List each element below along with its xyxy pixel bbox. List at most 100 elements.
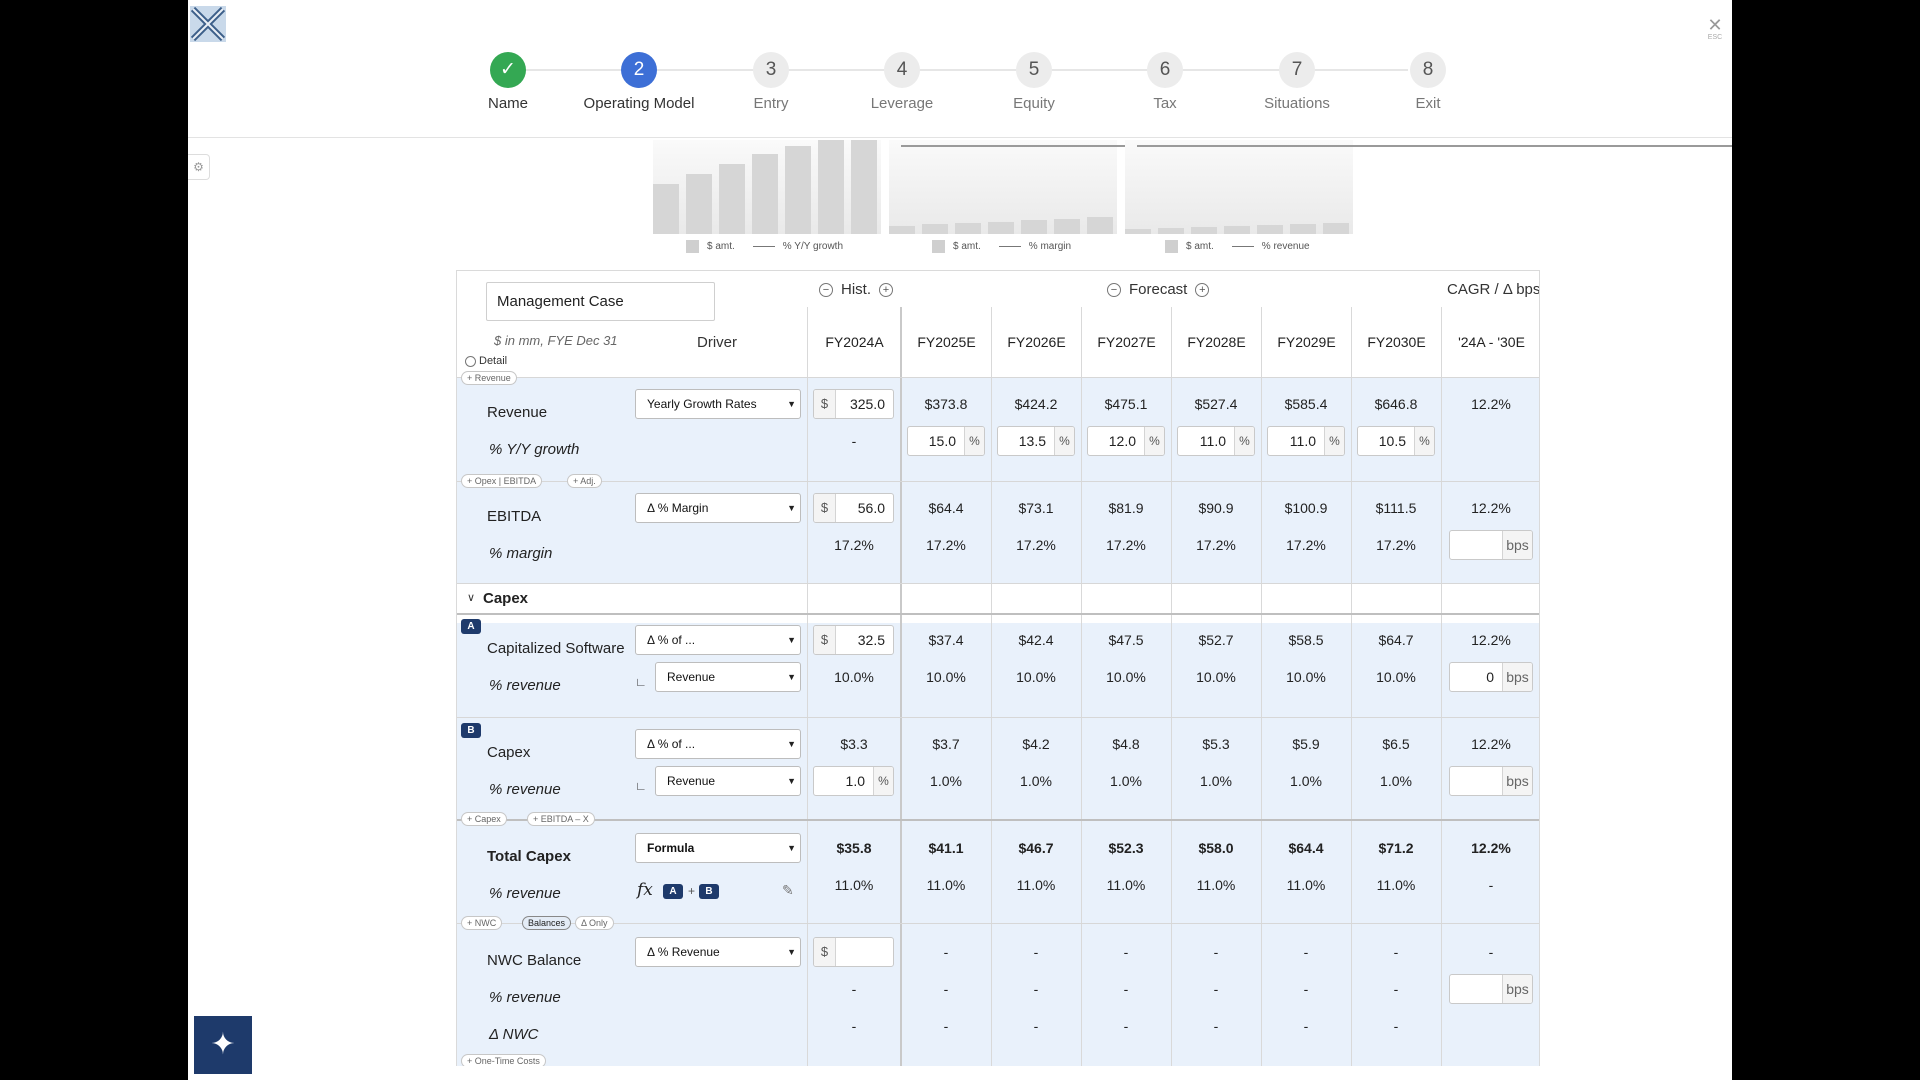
percent-suffix: %: [1144, 427, 1164, 455]
growth-input-fy2028e[interactable]: 11.0%: [1177, 426, 1255, 456]
currency-prefix: $: [814, 494, 836, 522]
step-operating-model[interactable]: 2 Operating Model: [569, 52, 709, 112]
growth-input-fy2029e[interactable]: 11.0%: [1267, 426, 1345, 456]
nwc-bps-input[interactable]: bps: [1449, 974, 1533, 1004]
add-ebitda-x-pill[interactable]: + EBITDA – X: [527, 812, 595, 826]
nwc-fy2025e: -: [943, 944, 949, 960]
total-capex-pct-fy2027e: 11.0%: [1106, 877, 1146, 893]
settings-side-tab[interactable]: ⚙: [188, 154, 210, 180]
badge-b: B: [461, 723, 481, 738]
sub-driver-corner-icon: ∟: [635, 675, 647, 689]
detail-toggle[interactable]: Detail: [465, 355, 507, 367]
legend-line-label: % revenue: [1261, 241, 1310, 253]
capex-driver-select[interactable]: Δ % of ... ▼: [635, 729, 801, 759]
balances-toggle[interactable]: Balances: [522, 916, 572, 930]
cap-software-of-select[interactable]: Revenue ▼: [655, 662, 801, 692]
grid-vline: [1171, 307, 1172, 1066]
step-leverage[interactable]: 4 Leverage: [832, 52, 972, 112]
growth-input-fy2025e[interactable]: 15.0%: [907, 426, 985, 456]
cap-software-pct-fy2027e: 10.0%: [1106, 669, 1146, 685]
cap-software-label: Capitalized Software: [487, 640, 625, 657]
add-capex-pill[interactable]: + Capex: [461, 812, 507, 826]
nwc-driver-select[interactable]: Δ % Revenue ▼: [635, 937, 801, 967]
edit-formula-pencil-icon[interactable]: ✎: [782, 882, 794, 898]
forecast-group-header: − Forecast +: [1099, 281, 1217, 298]
ebitda-hist-input[interactable]: $56.0: [813, 493, 894, 523]
add-revenue-pill[interactable]: + Revenue: [461, 371, 517, 385]
step-exit[interactable]: 8 Exit: [1358, 52, 1498, 112]
step-name[interactable]: ✓ Name: [438, 52, 578, 112]
step-number: 5: [1016, 52, 1052, 88]
nwc-pct-fy2025e: -: [943, 981, 949, 997]
select-value: Δ % of ...: [647, 633, 696, 647]
driver-header: Driver: [697, 334, 737, 351]
add-opex-ebitda-pill[interactable]: + Opex | EBITDA: [461, 474, 543, 488]
nwc-pct-hist: -: [851, 981, 857, 997]
margin-fy2027e: 17.2%: [1106, 537, 1146, 553]
revenue-hist-input[interactable]: $325.0: [813, 389, 894, 419]
add-nwc-pill[interactable]: + NWC: [461, 916, 503, 930]
legend-swatch: [932, 240, 945, 253]
growth-input-fy2027e[interactable]: 12.0%: [1087, 426, 1165, 456]
capex-of-select[interactable]: Revenue ▼: [655, 766, 801, 796]
cap-software-pct-fy2025e: 10.0%: [926, 669, 966, 685]
cap-software-bps-input[interactable]: 0 bps: [1449, 662, 1533, 692]
ebitda-fy2030e: $111.5: [1375, 500, 1417, 516]
chart-line: [1137, 145, 1732, 147]
select-value: Revenue: [667, 774, 716, 788]
step-label: Entry: [753, 95, 789, 112]
add-adj-pill[interactable]: + Adj.: [567, 474, 602, 488]
step-situations[interactable]: 7 Situations: [1227, 52, 1367, 112]
close-button[interactable]: ✕ ESC: [1706, 16, 1724, 42]
capex-section-title: Capex: [483, 590, 529, 607]
cap-software-fy2025e: $37.4: [928, 632, 964, 648]
bps-suffix: bps: [1502, 975, 1532, 1003]
total-capex-driver-select[interactable]: Formula ▼: [635, 833, 801, 863]
growth-input-fy2030e[interactable]: 10.5%: [1357, 426, 1435, 456]
cagr-header: CAGR / Δ bps: [1447, 281, 1540, 298]
chevron-down-icon: ▼: [787, 843, 796, 853]
case-name-input[interactable]: Management Case: [486, 282, 715, 321]
delta-only-toggle[interactable]: Δ Only: [575, 916, 614, 930]
total-capex-hist: $35.8: [836, 840, 872, 856]
input-value: 11.0: [1199, 433, 1226, 449]
collapse-hist-icon[interactable]: −: [819, 283, 833, 298]
legend-swatch: [1165, 240, 1178, 253]
chart-legend: $ amt. % revenue: [1165, 240, 1310, 253]
growth-input-fy2026e[interactable]: 13.5%: [997, 426, 1075, 456]
capex-bps-input[interactable]: bps: [1449, 766, 1533, 796]
cap-software-driver-select[interactable]: Δ % of ... ▼: [635, 625, 801, 655]
capex-pct-hist-input[interactable]: 1.0%: [813, 766, 894, 796]
step-tax[interactable]: 6 Tax: [1095, 52, 1235, 112]
total-capex-label: Total Capex: [487, 848, 571, 865]
legend-line: [752, 246, 775, 247]
capex-fy2028e: $5.3: [1202, 736, 1230, 752]
capex-hist: $3.3: [840, 736, 868, 752]
formula-badge-a: A: [663, 884, 683, 899]
nwc-pct-fy2026e: -: [1033, 981, 1039, 997]
margin-bps-input[interactable]: bps: [1449, 530, 1533, 560]
chevron-down-icon: ▼: [787, 739, 796, 749]
nwc-hist-input[interactable]: $: [813, 937, 894, 967]
grid-vline: [807, 307, 808, 1066]
chevron-down-icon: ▼: [787, 776, 796, 786]
nwc-pct-fy2029e: -: [1303, 981, 1309, 997]
ebitda-driver-select[interactable]: Δ % Margin ▼: [635, 493, 801, 523]
step-number: 3: [753, 52, 789, 88]
expand-forecast-icon[interactable]: +: [1195, 283, 1210, 298]
step-entry[interactable]: 3 Entry: [701, 52, 841, 112]
cap-software-hist-input[interactable]: $32.5: [813, 625, 894, 655]
revenue-driver-select[interactable]: Yearly Growth Rates ▼: [635, 389, 801, 419]
expand-hist-icon[interactable]: +: [879, 283, 893, 298]
collapse-forecast-icon[interactable]: −: [1107, 283, 1121, 298]
chart-bar: [653, 184, 679, 234]
step-equity[interactable]: 5 Equity: [964, 52, 1104, 112]
nwc-fy2028e: -: [1213, 944, 1219, 960]
total-capex-pct-hist: 11.0%: [834, 877, 874, 893]
chart-bar: [1257, 225, 1283, 234]
add-one-time-costs-pill[interactable]: + One-Time Costs: [461, 1054, 546, 1066]
chevron-down-icon[interactable]: ∨: [467, 592, 476, 604]
ai-assistant-button[interactable]: ✦: [194, 1016, 252, 1074]
total-capex-pct-fy2025e: 11.0%: [926, 877, 966, 893]
chart-bar: [851, 140, 877, 234]
